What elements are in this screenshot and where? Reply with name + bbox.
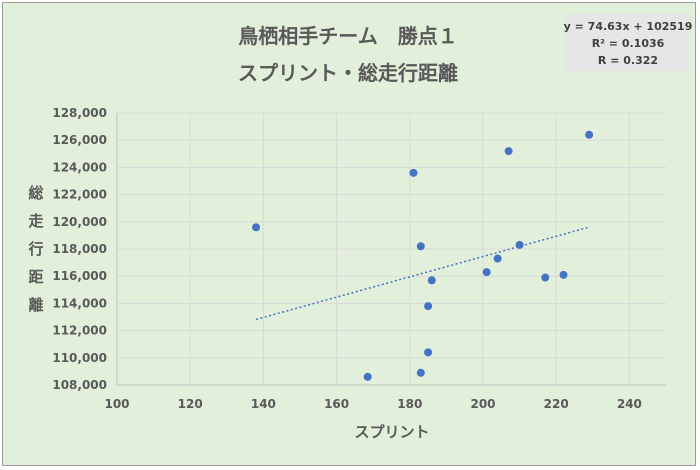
y-axis-title-char: 総 [28, 184, 43, 202]
data-point [541, 273, 550, 282]
data-point [504, 147, 513, 156]
chart-title-line-1: 鳥栖相手チーム 勝点１ [238, 24, 457, 48]
equation-box [566, 14, 690, 71]
chart-title-line-2: スプリント・総走行距離 [238, 61, 458, 85]
y-tick-label: 126,000 [52, 133, 107, 147]
data-point [424, 302, 433, 311]
data-point [363, 372, 372, 381]
x-axis-title: スプリント [354, 423, 429, 441]
gridlines [117, 112, 666, 385]
data-points [252, 130, 594, 381]
y-axis-title-char: 行 [27, 240, 43, 258]
data-point [515, 240, 524, 249]
data-point [416, 242, 425, 251]
chart-area [2, 2, 696, 466]
data-point [493, 254, 502, 263]
trendline [255, 226, 590, 321]
data-point [252, 223, 261, 232]
x-tick-label: 160 [324, 397, 349, 411]
data-point [427, 276, 436, 285]
x-tick-label: 240 [617, 397, 642, 411]
y-tick-label: 118,000 [52, 242, 107, 256]
data-point [482, 268, 491, 277]
x-tick-label: 100 [104, 397, 129, 411]
data-point [559, 270, 568, 279]
axes: 108,000 110,000 112,000 114,000 116,000 118,0… [52, 106, 666, 411]
x-tick-label: 120 [178, 397, 203, 411]
y-tick-label: 122,000 [52, 188, 107, 202]
data-point [409, 168, 418, 177]
y-tick-label: 110,000 [52, 351, 107, 365]
y-tick-label: 124,000 [52, 160, 107, 174]
y-tick-label: 114,000 [52, 296, 107, 310]
data-point [424, 348, 433, 357]
y-tick-label: 116,000 [52, 269, 107, 283]
x-tick-label: 180 [397, 397, 422, 411]
y-tick-label: 120,000 [52, 215, 107, 229]
y-tick-label: 108,000 [52, 378, 107, 392]
y-axis-title: 総走行距離 [27, 184, 43, 314]
r-value-label: R = 0.322 [598, 54, 658, 67]
y-axis-title-char: 距 [28, 268, 43, 286]
y-tick-label: 112,000 [52, 324, 107, 338]
y-tick-label: 128,000 [52, 106, 107, 120]
trendline-layer [255, 226, 590, 321]
x-tick-label: 220 [544, 397, 569, 411]
x-tick-label: 200 [470, 397, 495, 411]
data-point [585, 130, 594, 139]
y-axis-title-char: 走 [28, 212, 43, 230]
y-axis-title-char: 離 [28, 296, 43, 314]
r-squared-label: R² = 0.1036 [592, 37, 665, 50]
data-point [416, 368, 425, 377]
x-tick-label: 140 [251, 397, 276, 411]
trendline-equation: y = 74.63x + 102519 [564, 20, 693, 33]
